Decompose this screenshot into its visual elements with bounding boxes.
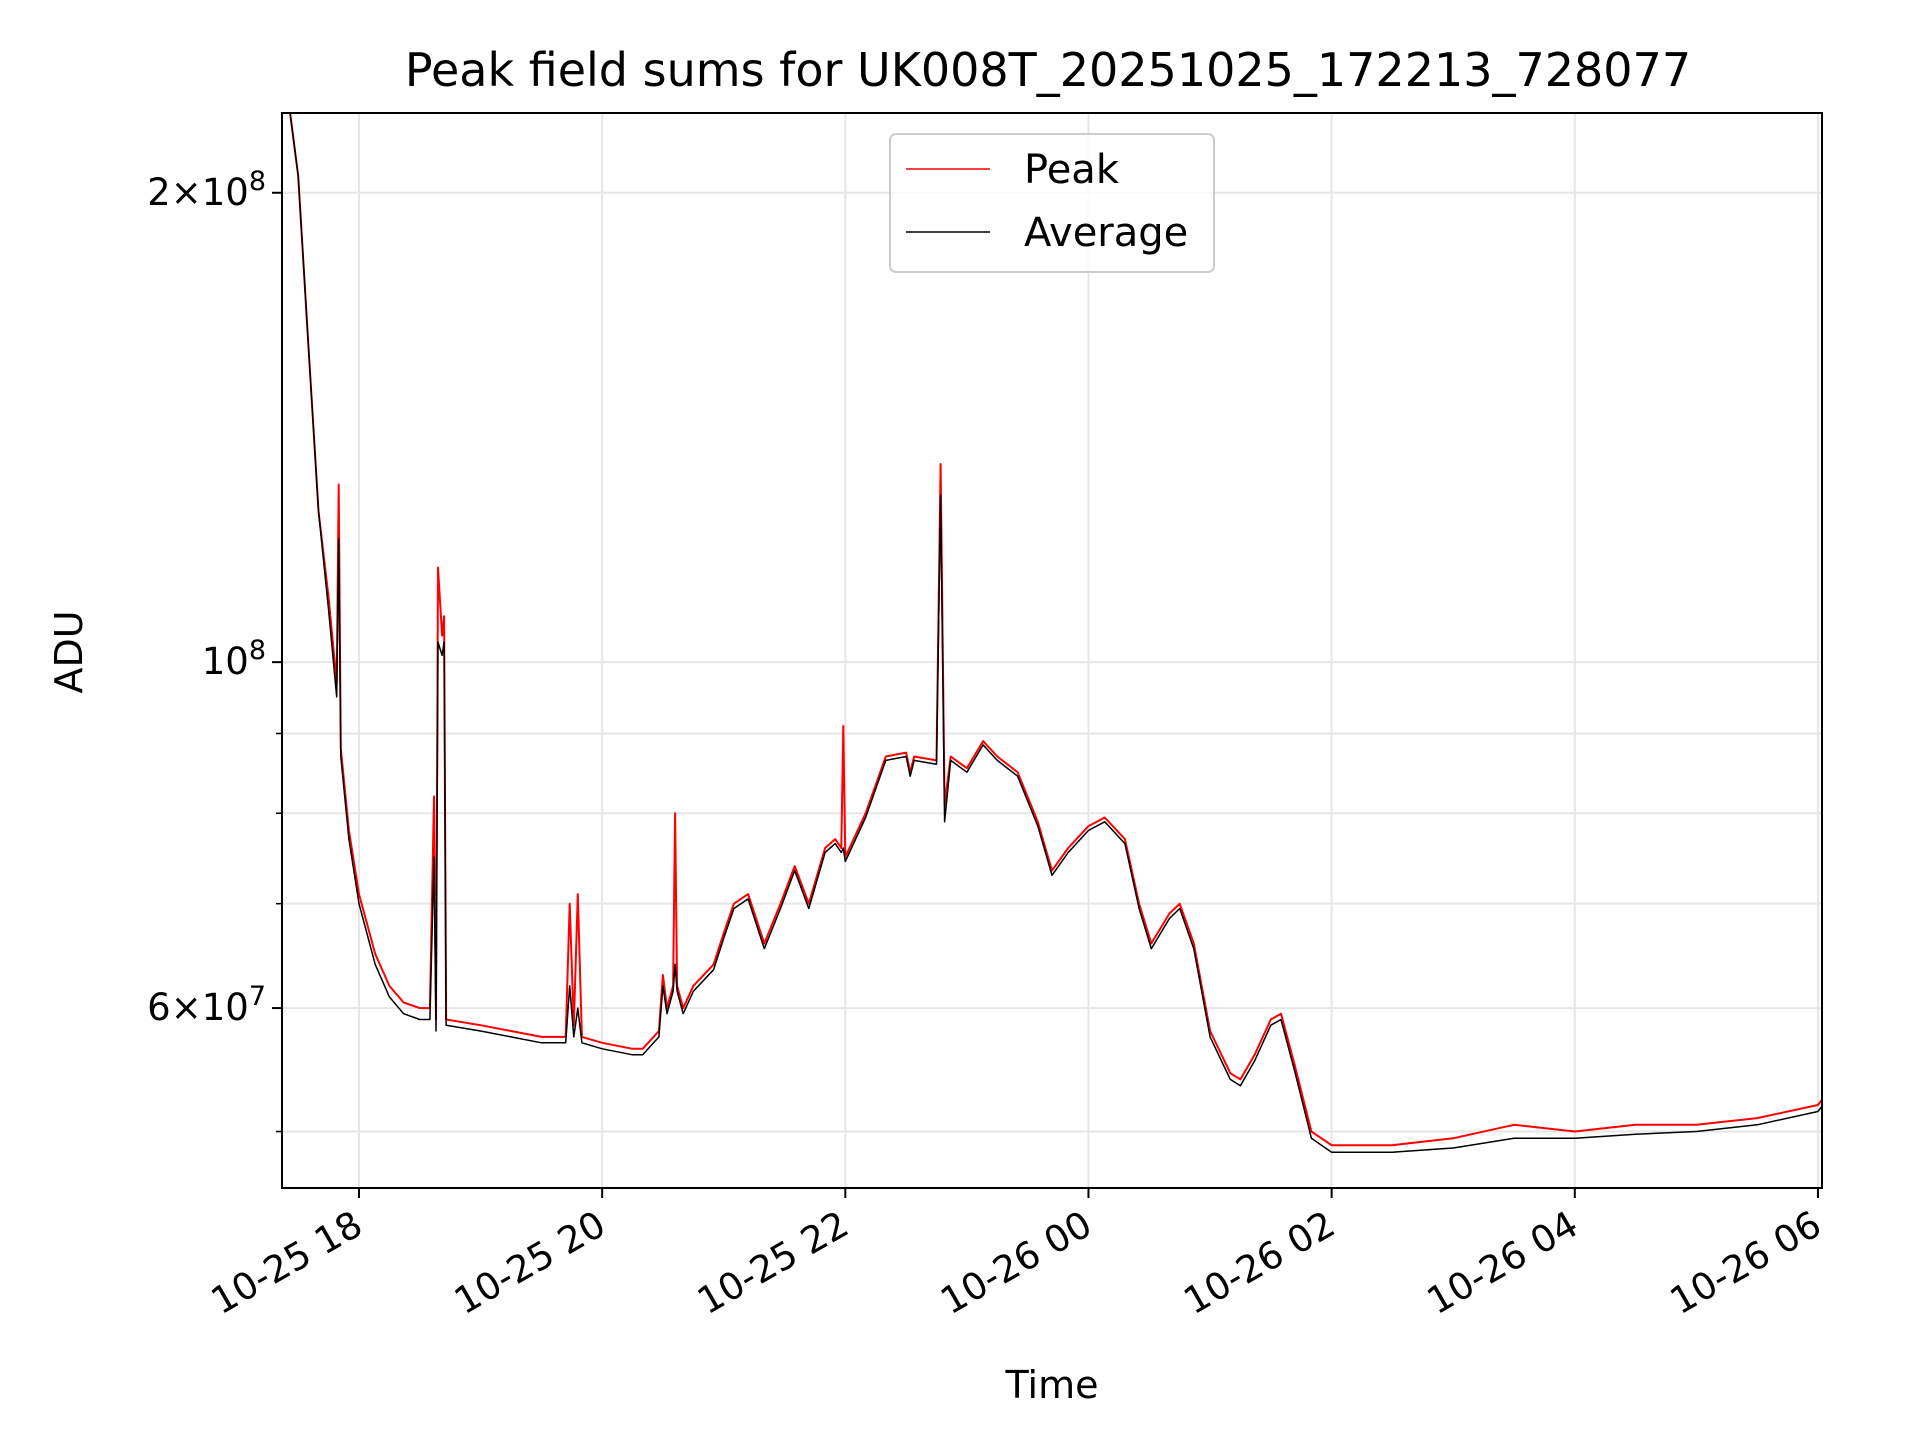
x-axis-label: Time: [1005, 1363, 1099, 1407]
legend-label-peak: Peak: [1024, 147, 1120, 193]
x-axis: 10-25 18 10-25 20 10-25 22 10-26 00 10-26 02…: [204, 1188, 1829, 1323]
series-layer: [282, 113, 1822, 1153]
y-tick-label: 6×107: [147, 981, 266, 1029]
y-axis-label: ADU: [47, 610, 91, 693]
y-tick-label: 2×108: [147, 166, 266, 214]
series-line-average: [282, 113, 1822, 1153]
x-tick-label: 10-25 20: [447, 1203, 613, 1323]
x-tick-label: 10-26 06: [1663, 1203, 1829, 1323]
chart-title: Peak field sums for UK008T_20251025_1722…: [405, 43, 1691, 97]
legend: Peak Average: [889, 133, 1215, 273]
x-tick-label: 10-26 04: [1420, 1203, 1586, 1323]
y-tick-label: 108: [202, 635, 266, 683]
x-tick-label: 10-26 00: [933, 1203, 1099, 1323]
plot-frame: [281, 112, 1823, 1189]
y-axis: 6×107 108 2×108: [147, 166, 282, 1133]
x-tick-label: 10-26 02: [1177, 1203, 1343, 1323]
x-tick-label: 10-25 18: [204, 1203, 370, 1323]
legend-label-average: Average: [1024, 210, 1188, 256]
x-tick-label: 10-25 22: [690, 1203, 856, 1323]
grid-lines: [282, 113, 1822, 1188]
